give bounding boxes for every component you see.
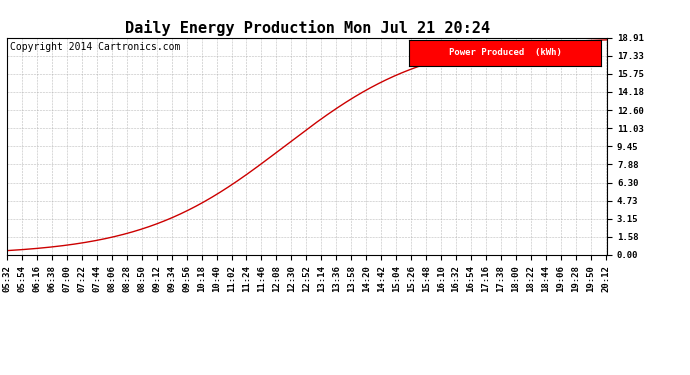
Title: Daily Energy Production Mon Jul 21 20:24: Daily Energy Production Mon Jul 21 20:24	[125, 20, 489, 36]
Text: Copyright 2014 Cartronics.com: Copyright 2014 Cartronics.com	[10, 42, 180, 52]
